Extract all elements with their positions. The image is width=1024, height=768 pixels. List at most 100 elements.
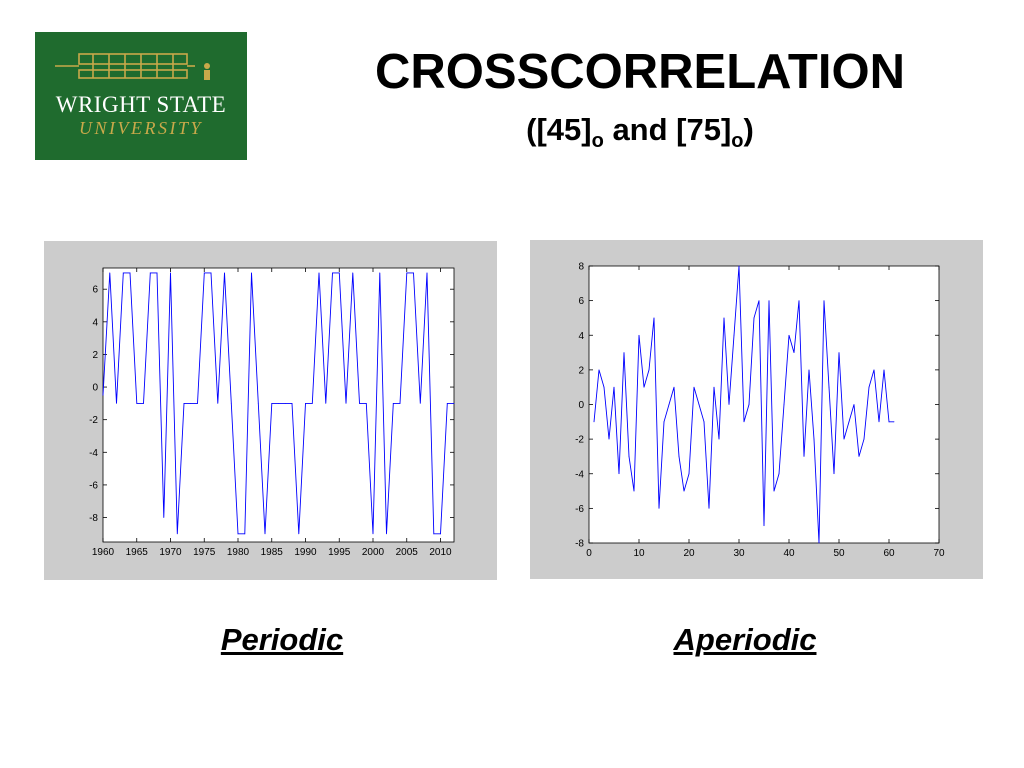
x-tick-label-0-2: 1970 <box>159 547 182 558</box>
caption-periodic: Periodic <box>220 622 344 657</box>
data-point-0-49 <box>433 533 435 535</box>
data-point-1-30 <box>743 421 745 423</box>
data-point-0-30 <box>305 402 306 404</box>
data-point-0-42 <box>386 533 387 535</box>
plot-area-1 <box>588 265 940 544</box>
data-point-0-46 <box>413 272 414 274</box>
data-point-0-41 <box>379 272 381 274</box>
data-point-1-35 <box>768 300 770 302</box>
data-point-1-37 <box>778 473 780 475</box>
data-point-1-33 <box>758 300 760 302</box>
y-tick-label-0-5: 2 <box>92 350 98 361</box>
x-tick-label-0-1: 1965 <box>126 547 149 558</box>
data-point-1-38 <box>783 404 785 405</box>
y-tick-label-1-4: 0 <box>578 400 584 411</box>
data-point-0-15 <box>203 272 205 274</box>
data-point-1-39 <box>788 334 790 336</box>
data-point-0-39 <box>365 402 367 404</box>
x-tick-label-1-4: 40 <box>783 548 795 559</box>
data-point-0-14 <box>197 402 198 404</box>
x-tick-label-0-8: 2000 <box>362 547 385 558</box>
data-point-1-29 <box>738 265 740 267</box>
x-tick-label-1-5: 50 <box>833 548 845 559</box>
data-point-1-17 <box>678 456 680 457</box>
data-point-1-3 <box>608 438 610 440</box>
data-point-0-17 <box>217 402 219 404</box>
caption-aperiodic: Aperiodic <box>673 622 817 657</box>
data-point-1-49 <box>838 352 840 353</box>
y-tick-label-1-2: -4 <box>575 469 584 480</box>
y-tick-label-1-3: -2 <box>575 435 584 446</box>
data-point-0-28 <box>291 402 293 404</box>
x-tick-label-1-1: 10 <box>633 548 645 559</box>
data-point-0-34 <box>332 272 333 274</box>
y-tick-label-0-1: -6 <box>89 480 98 491</box>
logo-line2: UNIVERSITY <box>79 118 203 138</box>
x-tick-label-0-4: 1980 <box>227 547 250 558</box>
y-tick-label-1-0: -8 <box>575 539 584 550</box>
data-point-0-31 <box>311 402 313 404</box>
data-point-1-60 <box>893 421 895 423</box>
data-point-1-50 <box>843 438 845 440</box>
data-point-1-25 <box>718 438 720 440</box>
data-point-1-12 <box>653 317 655 319</box>
page-title: CROSSCORRELATION <box>375 45 905 99</box>
aperiodic-chart: 0 10 20 30 40 50 60 70 -8 -6 -4 -2 0 2 4 6 8 <box>575 262 945 560</box>
page-subtitle: ([45]o and [75]o) <box>320 112 960 153</box>
data-point-0-24 <box>264 533 266 535</box>
y-tick-label-1-5: 2 <box>578 365 584 376</box>
data-point-1-13 <box>658 507 660 509</box>
data-point-1-47 <box>828 386 830 388</box>
data-point-0-33 <box>325 402 327 404</box>
data-point-1-31 <box>748 404 750 405</box>
plot-area-0 <box>102 267 455 543</box>
data-point-0-4 <box>129 272 131 274</box>
data-point-0-16 <box>210 272 212 274</box>
data-point-0-7 <box>149 272 151 274</box>
logo-line1: WRIGHT STATE <box>55 92 227 117</box>
data-point-1-48 <box>833 473 835 475</box>
x-tick-label-1-2: 20 <box>683 548 695 559</box>
data-point-1-11 <box>648 369 650 371</box>
data-point-1-8 <box>633 490 635 492</box>
data-point-0-9 <box>163 517 165 518</box>
y-tick-label-1-8: 8 <box>578 262 584 273</box>
data-point-0-38 <box>359 402 360 404</box>
data-point-0-27 <box>284 402 286 404</box>
data-point-0-10 <box>170 272 171 274</box>
data-point-0-22 <box>251 272 252 274</box>
data-point-0-11 <box>176 533 178 535</box>
data-point-1-19 <box>688 473 690 475</box>
data-point-0-6 <box>143 402 144 404</box>
x-tick-label-0-0: 1960 <box>92 547 115 558</box>
data-point-0-44 <box>399 402 401 404</box>
data-point-1-51 <box>848 421 850 423</box>
x-tick-label-1-0: 0 <box>586 548 592 559</box>
data-point-0-47 <box>419 402 421 404</box>
data-point-1-54 <box>863 438 865 440</box>
y-tick-label-0-7: 6 <box>92 285 98 296</box>
data-point-1-22 <box>703 421 705 423</box>
data-point-1-0 <box>593 421 595 423</box>
data-point-0-18 <box>224 272 225 274</box>
data-point-1-52 <box>853 404 855 405</box>
data-point-1-57 <box>878 421 880 423</box>
data-point-0-3 <box>122 272 124 274</box>
data-point-1-55 <box>868 386 870 388</box>
data-point-0-29 <box>298 533 300 535</box>
data-point-0-19 <box>230 402 232 404</box>
data-point-1-41 <box>798 300 800 302</box>
data-point-0-51 <box>446 402 448 404</box>
data-point-1-23 <box>708 507 710 509</box>
data-point-1-46 <box>823 300 825 302</box>
data-point-1-5 <box>618 473 620 475</box>
data-point-1-36 <box>773 490 775 492</box>
data-point-1-7 <box>628 456 630 457</box>
data-point-0-52 <box>453 402 455 404</box>
data-point-0-2 <box>116 402 117 404</box>
data-point-0-21 <box>244 533 246 535</box>
data-point-1-24 <box>713 386 715 388</box>
x-tick-label-1-7: 70 <box>933 548 945 559</box>
data-point-0-13 <box>190 402 192 404</box>
x-tick-label-1-3: 30 <box>733 548 745 559</box>
